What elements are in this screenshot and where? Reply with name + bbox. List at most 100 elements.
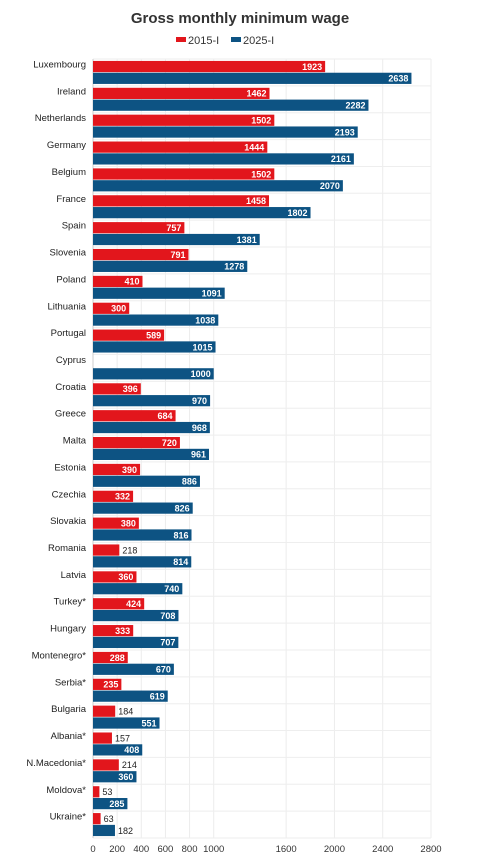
category-label-cyprus: Cyprus	[56, 355, 86, 366]
chart-title: Gross monthly minimum wage	[131, 10, 349, 27]
bar-2025-i-luxembourg	[93, 72, 412, 84]
bar-2025-i-netherlands	[93, 126, 358, 138]
category-label-luxembourg: Luxembourg	[33, 60, 86, 71]
data-label-2015-i-france: 1458	[246, 196, 266, 206]
bar-2015-i-hungary	[93, 625, 134, 637]
data-label-2025-i-turkey: 708	[160, 611, 175, 621]
data-label-2015-i-belgium: 1502	[251, 169, 271, 179]
data-label-2025-i-bulgaria: 551	[141, 718, 156, 728]
data-label-2025-i-hungary: 707	[160, 638, 175, 648]
data-label-2015-i-ukraine: 63	[104, 814, 114, 824]
category-label-bulgaria: Bulgaria	[51, 704, 87, 715]
x-tick-label: 400	[133, 844, 149, 855]
data-label-2025-i-serbia: 619	[150, 691, 165, 701]
bar-2025-i-lithuania	[93, 314, 219, 326]
data-label-2025-i-albania: 408	[124, 745, 139, 755]
category-label-belgium: Belgium	[52, 167, 86, 178]
data-label-2025-i-estonia: 886	[182, 477, 197, 487]
bar-2015-i-malta	[93, 437, 180, 449]
x-tick-label: 2800	[420, 844, 441, 855]
bar-2025-i-turkey	[93, 609, 179, 622]
data-label-2015-i-czechia: 332	[115, 492, 130, 502]
data-label-2015-i-hungary: 333	[115, 626, 130, 636]
x-tick-label: 200	[109, 844, 125, 855]
bar-2015-i-slovenia	[93, 248, 189, 261]
x-tick-label: 2000	[324, 844, 345, 855]
bar-2025-i-spain	[93, 233, 260, 246]
bar-2025-i-france	[93, 207, 311, 219]
category-label-germany: Germany	[47, 140, 86, 151]
bar-2025-i-estonia	[93, 475, 200, 487]
bar-2015-i-spain	[93, 222, 185, 234]
category-label-slovenia: Slovenia	[50, 248, 87, 259]
bar-2025-i-poland	[93, 287, 225, 299]
bar-2015-i-france	[93, 195, 270, 207]
x-tick-label: 800	[182, 844, 198, 855]
data-label-2015-i-slovenia: 791	[170, 250, 185, 260]
data-label-2015-i-moldova: 53	[102, 787, 112, 797]
data-label-2025-i-lithuania: 1038	[195, 315, 215, 325]
legend-swatch	[231, 37, 241, 42]
data-label-2025-i-poland: 1091	[202, 289, 222, 299]
bar-2015-i-poland	[93, 275, 143, 288]
category-label-hungary: Hungary	[50, 624, 86, 635]
category-label-turkey: Turkey*	[54, 597, 87, 608]
data-label-2025-i-malta: 961	[191, 450, 206, 460]
bar-2015-i-greece	[93, 410, 176, 422]
bar-2025-i-cyprus	[93, 368, 214, 380]
bar-2025-i-hungary	[93, 636, 179, 649]
category-label-portugal: Portugal	[51, 328, 86, 339]
x-tick-label: 1000	[203, 844, 224, 855]
x-tick-label: 2400	[372, 844, 393, 855]
data-label-2025-i-greece: 968	[192, 423, 207, 433]
data-label-2025-i-slovakia: 816	[173, 530, 188, 540]
data-label-2015-i-ireland: 1462	[246, 89, 266, 99]
category-label-ukraine: Ukraine*	[50, 812, 87, 823]
data-label-2025-i-moldova: 285	[109, 799, 124, 809]
x-tick-label: 0	[90, 844, 95, 855]
legend[interactable]: 2015-I 2025-I	[176, 35, 274, 47]
data-label-2015-i-greece: 684	[158, 411, 173, 421]
data-label-2025-i-cyprus: 1000	[191, 369, 211, 379]
bar-2025-i-malta	[93, 448, 210, 460]
bar-2015-i-croatia	[93, 383, 141, 395]
bar-2015-i-netherlands	[93, 114, 275, 126]
data-label-2015-i-portugal: 589	[146, 330, 161, 340]
bar-2015-i-czechia	[93, 490, 134, 502]
bar-2015-i-ireland	[93, 87, 270, 99]
bar-2025-i-belgium	[93, 180, 343, 192]
category-label-malta: Malta	[63, 436, 87, 447]
bar-2015-i-albania	[93, 732, 112, 744]
category-label-n-macedonia: N.Macedonia*	[26, 758, 86, 769]
data-label-2025-i-romania: 814	[173, 557, 188, 567]
data-label-2015-i-spain: 757	[166, 223, 181, 233]
bar-2025-i-romania	[93, 556, 192, 568]
bar-2025-i-albania	[93, 744, 143, 756]
bar-2025-i-germany	[93, 153, 354, 165]
bar-2025-i-croatia	[93, 395, 211, 407]
bar-2015-i-serbia	[93, 678, 122, 690]
x-tick-label: 600	[157, 844, 173, 855]
legend-item-2025-i[interactable]: 2025-I	[231, 35, 274, 47]
bar-2015-i-lithuania	[93, 302, 130, 314]
legend-item-2015-i[interactable]: 2015-I	[176, 35, 219, 47]
data-label-2025-i-belgium: 2070	[320, 181, 340, 191]
data-label-2015-i-bulgaria: 184	[118, 707, 133, 717]
category-label-croatia: Croatia	[55, 382, 86, 393]
category-label-czechia: Czechia	[52, 489, 87, 500]
category-label-romania: Romania	[48, 543, 87, 554]
data-label-2015-i-albania: 157	[115, 733, 130, 743]
bar-2015-i-belgium	[93, 168, 275, 180]
data-label-2015-i-lithuania: 300	[111, 304, 126, 314]
bar-2025-i-slovakia	[93, 529, 192, 541]
bar-2015-i-ukraine	[93, 813, 101, 825]
bar-2025-i-czechia	[93, 502, 193, 514]
data-label-2015-i-serbia: 235	[103, 680, 118, 690]
data-label-2025-i-france: 1802	[287, 208, 307, 218]
data-label-2015-i-estonia: 390	[122, 465, 137, 475]
data-label-2025-i-n-macedonia: 360	[118, 772, 133, 782]
data-label-2025-i-ireland: 2282	[345, 100, 365, 110]
category-label-serbia: Serbia*	[55, 677, 86, 688]
data-label-2025-i-ukraine: 182	[118, 826, 133, 836]
